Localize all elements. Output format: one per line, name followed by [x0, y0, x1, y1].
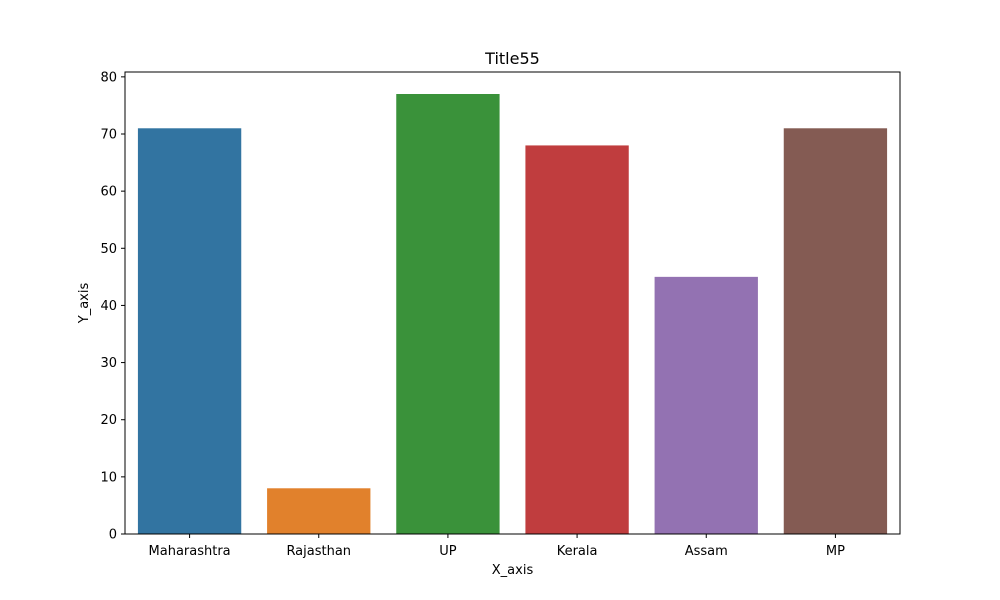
bar-assam [654, 276, 758, 534]
y-tick-label: 10 [100, 470, 117, 485]
x-tick-label: Kerala [557, 544, 598, 559]
y-tick-label: 20 [100, 413, 117, 428]
x-axis-label: X_axis [492, 563, 534, 578]
y-tick-label: 30 [100, 356, 117, 371]
bar-mp [783, 128, 888, 535]
y-axis-label: Y_axis [77, 283, 92, 325]
y-tick-label: 60 [100, 185, 117, 200]
bar-rajasthan [267, 488, 371, 534]
chart-title: Title55 [484, 49, 540, 68]
bar-kerala [525, 145, 629, 534]
x-tick-label: MP [826, 544, 845, 559]
y-tick-label: 70 [100, 128, 117, 143]
x-tick-label: UP [439, 544, 457, 559]
x-tick-label: Maharashtra [149, 544, 231, 559]
x-tick-label: Rajasthan [286, 544, 351, 559]
y-tick-label: 50 [100, 242, 117, 257]
y-axis: 0 10 20 30 40 50 60 70 80 [100, 70, 125, 543]
bar-maharashtra [137, 128, 242, 535]
x-axis: Maharashtra Rajasthan UP Kerala Assam MP [149, 534, 845, 559]
bars-group [137, 94, 888, 535]
bar-up [396, 94, 500, 534]
y-tick-label: 80 [100, 70, 117, 85]
y-tick-label: 0 [109, 528, 117, 543]
x-tick-label: Assam [685, 544, 728, 559]
y-tick-label: 40 [100, 299, 117, 314]
plot-frame [124, 71, 901, 535]
